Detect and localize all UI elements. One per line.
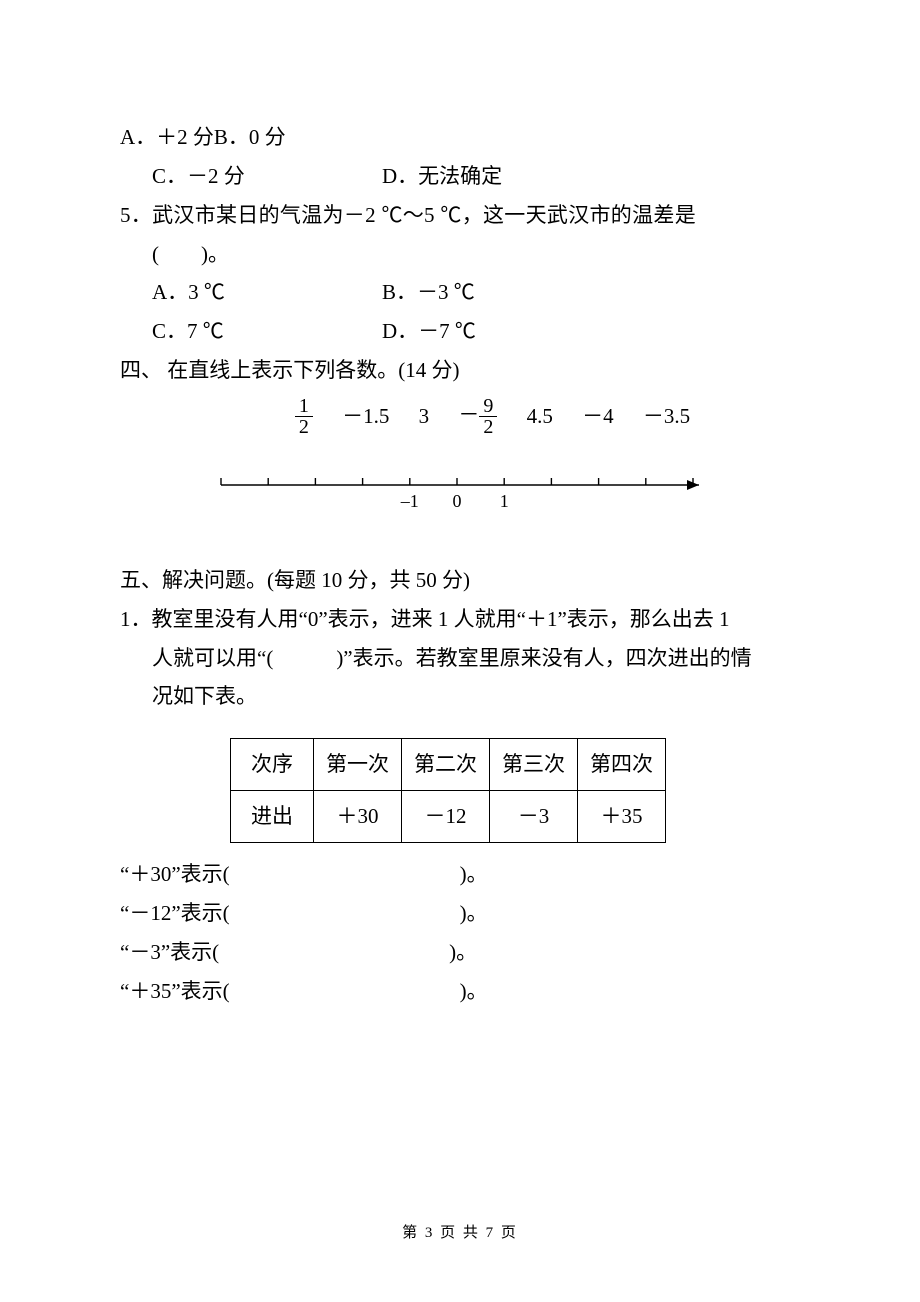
number-neg4: －4 (582, 406, 614, 427)
fill-plus30: “＋30”表示()。 (120, 855, 805, 894)
sec5-q1-table: 次序 第一次 第二次 第三次 第四次 进出 ＋30 －12 －3 ＋35 (230, 738, 666, 843)
number-neg9over2: － 9 2 (458, 396, 497, 437)
number-4p5: 4.5 (527, 406, 553, 427)
number-neg1p5: －1.5 (342, 406, 389, 427)
section4-number-list: 1 2 －1.5 3 － 9 2 4.5 －4 －3.5 (120, 396, 805, 437)
q4-option-d: D．无法确定 (382, 157, 502, 196)
table-row: 次序 第一次 第二次 第三次 第四次 (231, 739, 666, 791)
svg-text:1: 1 (499, 491, 508, 511)
table-row: 进出 ＋30 －12 －3 ＋35 (231, 791, 666, 843)
fill-plus35: “＋35”表示()。 (120, 972, 805, 1011)
fill-minus12: “－12”表示()。 (120, 894, 805, 933)
sec5-q1-line3: 况如下表。 (120, 677, 805, 716)
q5-option-d: D．－7 ℃ (382, 312, 476, 351)
svg-text:–1: –1 (399, 491, 418, 511)
q5-stem-line2: ( )。 (120, 235, 805, 274)
svg-text:0: 0 (452, 491, 461, 511)
q4-options-ab: A．＋2 分B．0 分 (120, 118, 805, 157)
page-footer: 第 3 页 共 7 页 (0, 1220, 920, 1248)
fill-minus3: “－3”表示()。 (120, 933, 805, 972)
section5-heading: 五、解决问题。(每题 10 分，共 50 分) (120, 561, 805, 600)
q5-option-b: B．－3 ℃ (382, 273, 475, 312)
q4-option-c: C．－2 分 (152, 157, 382, 196)
number-line-axis: –1 0 1 (203, 467, 723, 527)
q5-stem-line1: 5．武汉市某日的气温为－2 ℃～5 ℃，这一天武汉市的温差是 (120, 196, 805, 235)
sec5-q1-line1: 1．教室里没有人用“0”表示，进来 1 人就用“＋1”表示，那么出去 1 (120, 600, 805, 639)
sec5-q1-line2: 人就可以用“( )”表示。若教室里原来没有人，四次进出的情 (120, 639, 805, 678)
number-half: 1 2 (295, 396, 313, 437)
section4-heading: 四、 在直线上表示下列各数。(14 分) (120, 351, 805, 390)
q5-option-c: C．7 ℃ (152, 312, 382, 351)
number-3: 3 (419, 406, 430, 427)
q5-option-a: A．3 ℃ (152, 273, 382, 312)
number-neg3p5: －3.5 (643, 406, 690, 427)
